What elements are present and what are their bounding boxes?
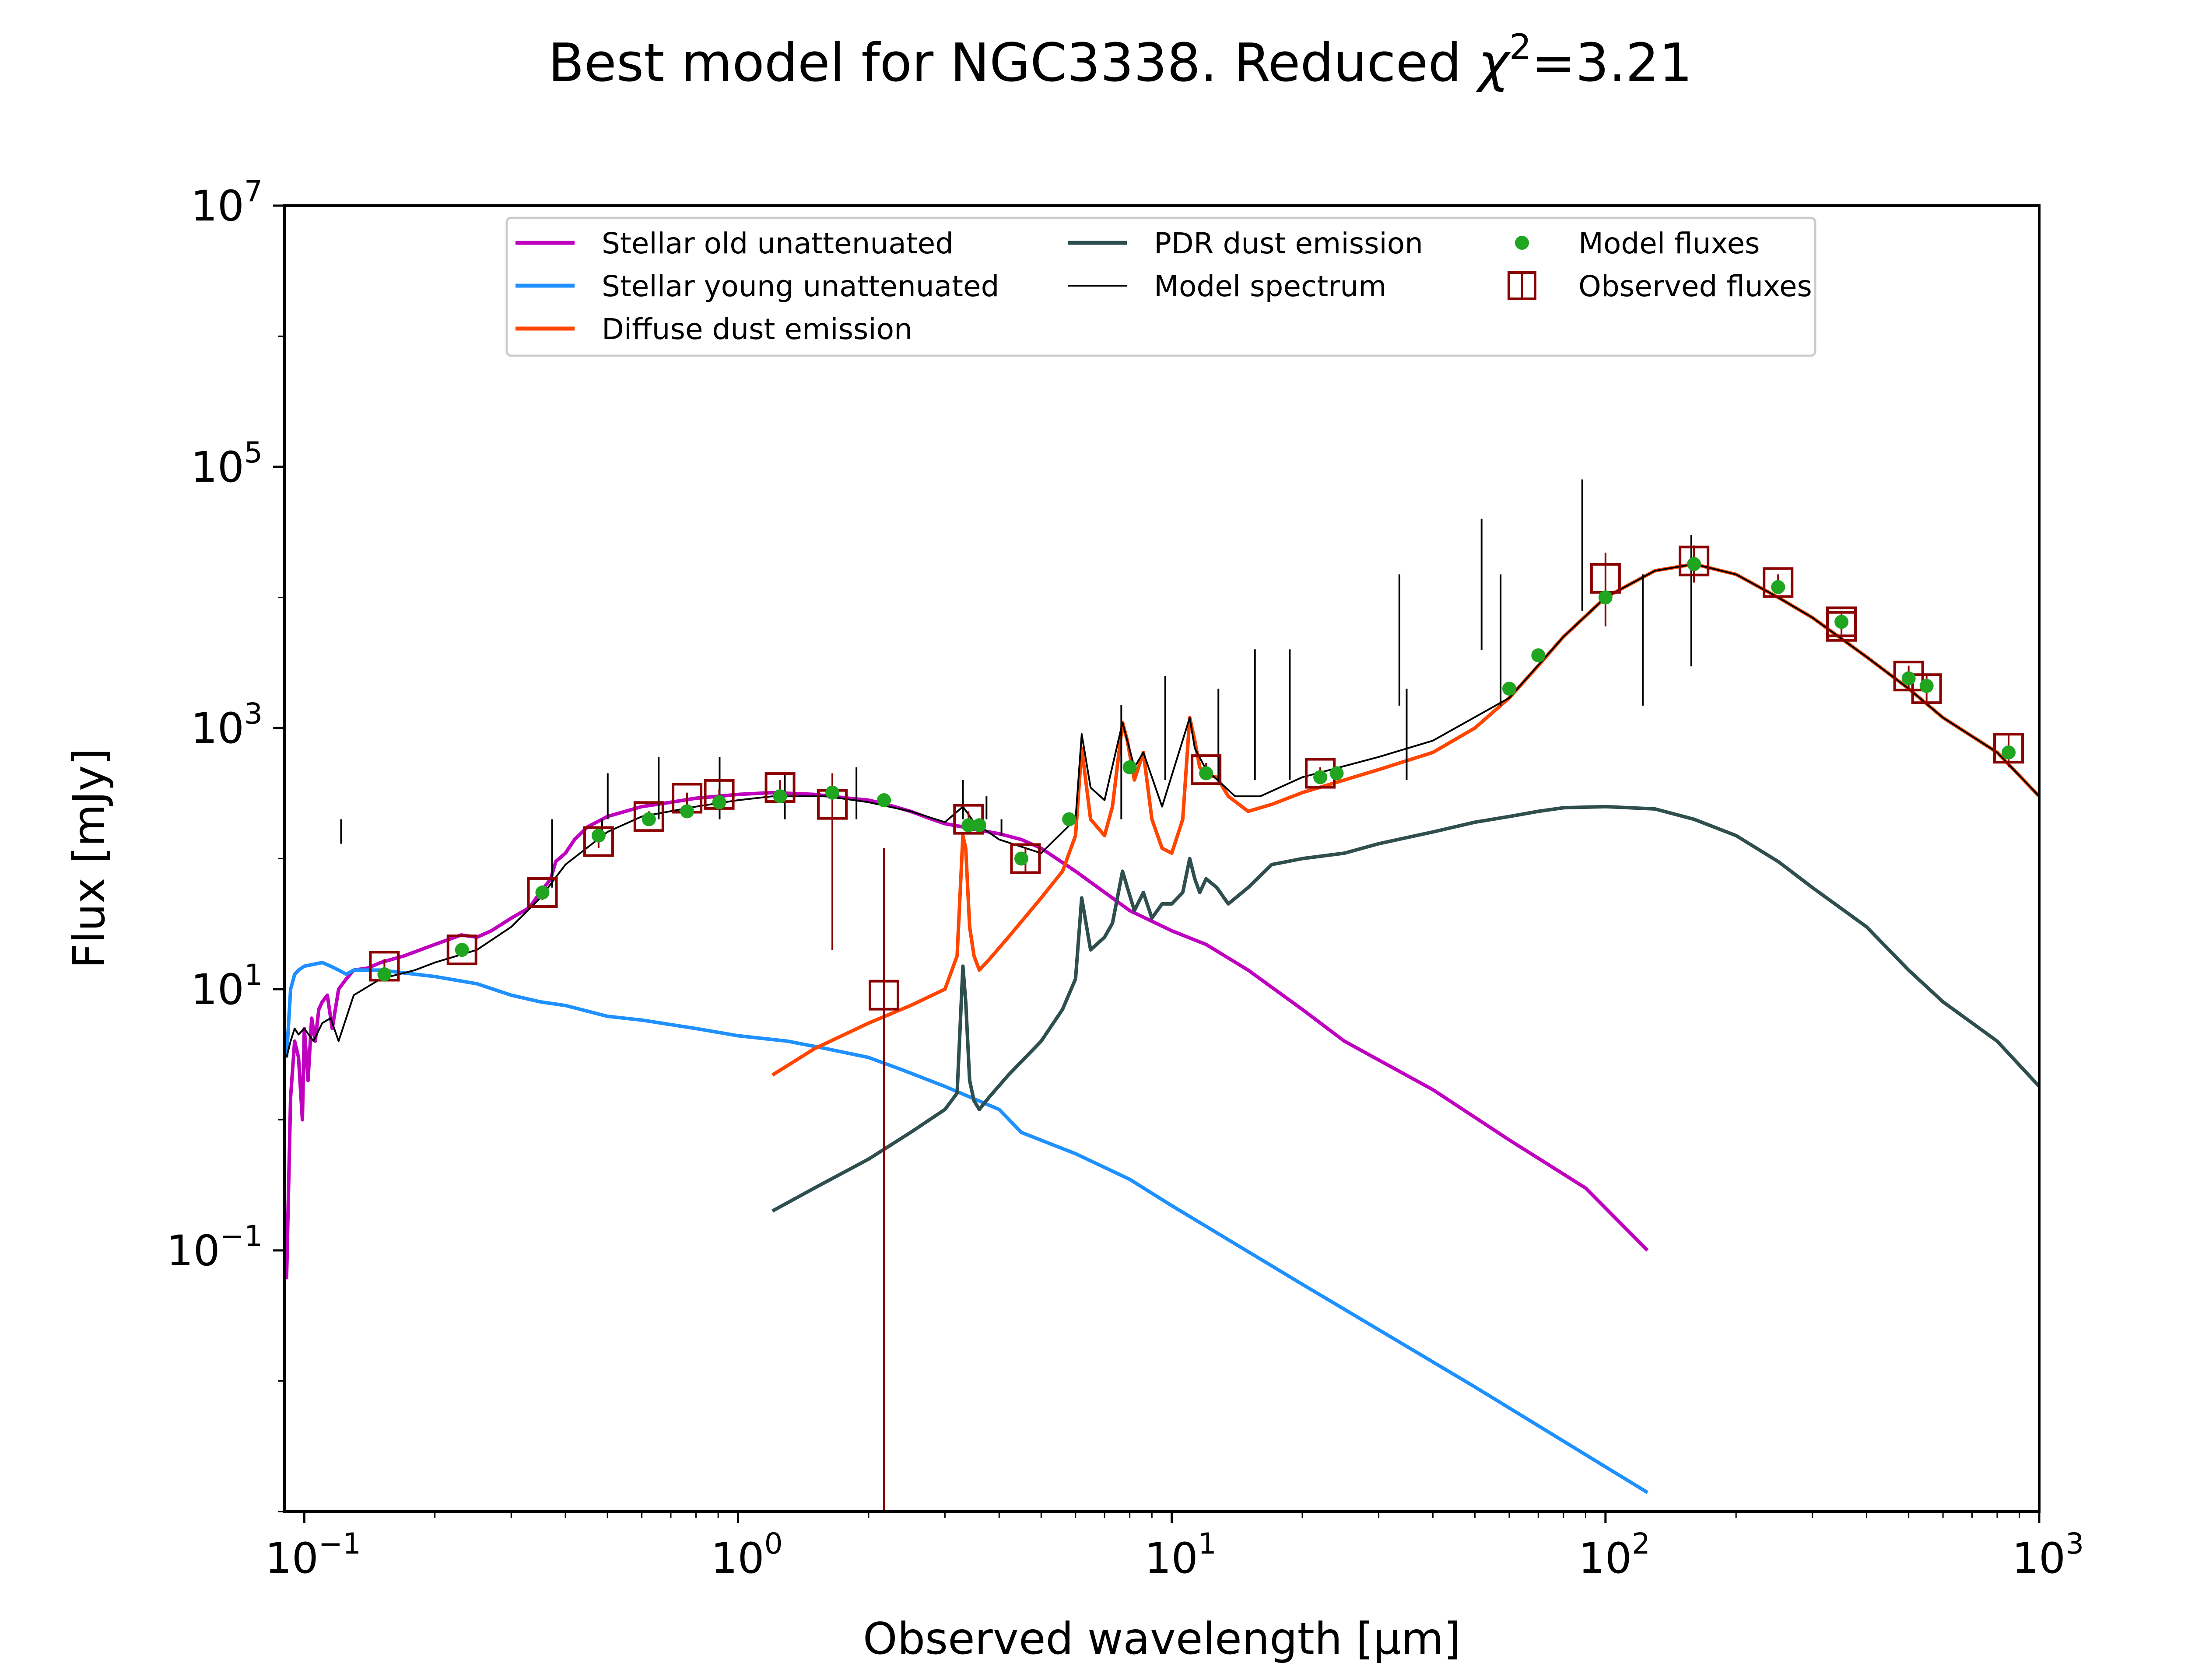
model-flux-point: [773, 789, 787, 804]
legend-label: Stellar old unattenuated: [602, 227, 954, 260]
observed-flux-point: [1993, 733, 2024, 764]
model-flux-point: [877, 793, 891, 808]
observed-flux-point: [583, 826, 614, 857]
marker-layer: [369, 545, 2024, 1512]
x-tick-label: 10−1: [265, 1527, 361, 1583]
model-flux-point: [961, 818, 976, 833]
x-tick-label: 100: [711, 1527, 782, 1583]
observed-flux-point: [1191, 754, 1222, 785]
y-tick-label: 10−1: [167, 1219, 263, 1275]
observed-flux-point: [869, 980, 900, 1011]
series-layer: [284, 479, 2039, 1494]
x-axis-ticks: 10−1 100 101 102 103: [265, 1512, 2084, 1583]
chart-title: Best model for NGC3338. Reduced χ2=3.21: [548, 27, 1693, 94]
model-flux-point: [377, 967, 392, 981]
series-line-young: [284, 961, 1648, 1494]
series-line-pdr: [771, 805, 2039, 1213]
legend-label: Stellar young unattenuated: [602, 270, 999, 303]
observed-flux-point: [527, 877, 558, 908]
model-flux-point: [1598, 590, 1613, 605]
x-tick-label: 103: [2012, 1527, 2084, 1583]
y-tick-label: 105: [191, 436, 263, 492]
legend-swatch: [1515, 236, 1529, 250]
model-flux-point: [1834, 615, 1849, 629]
observed-flux-point: [1893, 661, 1924, 692]
y-tick-label: 101: [191, 958, 263, 1014]
model-flux-point: [1687, 557, 1701, 571]
y-axis-ticks: 10−1 101 103 105 107: [167, 175, 284, 1512]
legend-label: Model spectrum: [1154, 270, 1386, 303]
y-tick-label: 103: [191, 697, 263, 753]
model-flux-point: [1531, 648, 1546, 662]
x-axis-label: Observed wavelength [μm]: [863, 1613, 1461, 1664]
y-tick-label: 107: [191, 175, 263, 231]
legend-label: Diffuse dust emission: [602, 312, 912, 346]
model-flux-point: [1199, 766, 1213, 780]
model-flux-point: [972, 818, 986, 833]
observed-flux-point: [446, 934, 477, 966]
x-tick-label: 101: [1145, 1527, 1217, 1583]
model-flux-point: [1502, 682, 1516, 696]
legend-label: PDR dust emission: [1154, 227, 1423, 260]
x-tick-label: 102: [1578, 1527, 1650, 1583]
observed-flux-point: [1010, 843, 1041, 874]
observed-flux-point: [633, 801, 664, 832]
series-line-model: [285, 563, 2039, 1058]
model-flux-point: [1919, 679, 1934, 693]
model-flux-point: [535, 886, 550, 900]
model-flux-point: [712, 795, 726, 809]
model-flux-point: [1329, 766, 1344, 780]
model-flux-point: [1901, 671, 1916, 686]
model-flux-point: [455, 943, 469, 957]
model-flux-point: [1062, 812, 1076, 826]
model-flux-point: [1313, 770, 1328, 784]
series-line-old: [284, 791, 1649, 1280]
legend-label: Model fluxes: [1578, 227, 1760, 260]
model-flux-point: [591, 828, 606, 843]
model-flux-point: [1122, 760, 1137, 774]
legend: Stellar old unattenuated Stellar young un…: [505, 217, 1816, 357]
model-flux-point: [642, 812, 656, 826]
model-flux-point: [2002, 745, 2016, 760]
model-flux-point: [825, 785, 840, 800]
observed-flux-point: [1763, 567, 1794, 598]
model-flux-point: [1014, 851, 1028, 866]
observed-flux-point: [1911, 673, 1942, 704]
observed-flux-point: [1826, 611, 1857, 642]
y-axis-label: Flux [mJy]: [63, 748, 115, 969]
model-flux-point: [680, 804, 694, 819]
legend-label: Observed fluxes: [1578, 270, 1812, 303]
model-flux-point: [1771, 580, 1785, 594]
legend-frame: [505, 217, 1816, 357]
observed-flux-point: [1679, 546, 1710, 577]
